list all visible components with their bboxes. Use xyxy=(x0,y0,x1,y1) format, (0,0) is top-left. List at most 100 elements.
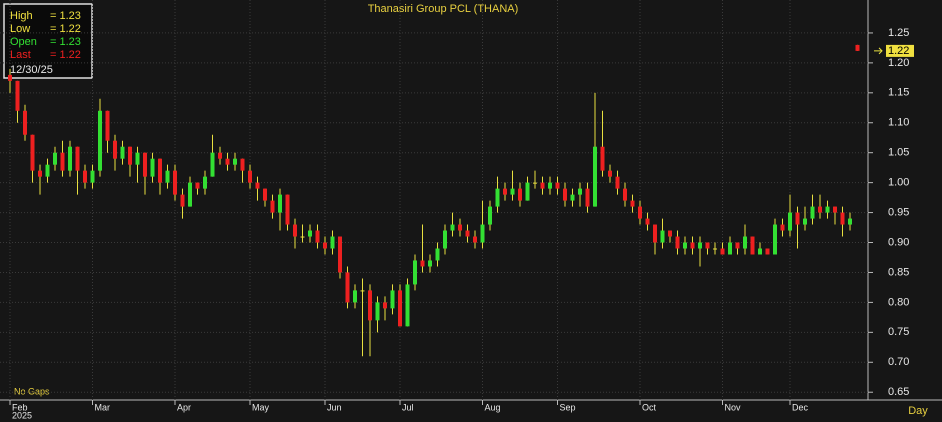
y-tick-label: 1.05 xyxy=(888,147,909,159)
y-tick-label: 0.80 xyxy=(888,296,909,308)
candle-body xyxy=(638,206,642,219)
last-price-arrow xyxy=(874,47,883,55)
candle-body xyxy=(150,158,155,177)
candle-body xyxy=(188,182,192,207)
candle-body xyxy=(225,158,230,165)
info-name: Open xyxy=(10,36,37,48)
y-tick-label: 1.00 xyxy=(888,177,909,189)
candle-body xyxy=(450,224,455,231)
candle-body xyxy=(323,242,327,249)
x-tick-label: Mar xyxy=(95,402,111,412)
candle-body xyxy=(465,230,470,237)
info-value: = 1.22 xyxy=(50,49,81,61)
candle-body xyxy=(788,212,792,231)
candle-body xyxy=(758,248,762,255)
candle-body xyxy=(300,236,305,238)
info-value: = 1.23 xyxy=(50,10,81,22)
y-tick-label: 0.90 xyxy=(888,236,909,248)
candle-body xyxy=(713,248,717,250)
note: No Gaps xyxy=(14,386,50,396)
candle-body xyxy=(690,242,695,249)
candle-body xyxy=(563,188,567,201)
candle-body xyxy=(233,158,237,165)
candle-body xyxy=(803,218,807,225)
candle-body xyxy=(353,290,357,303)
candle-body xyxy=(675,236,680,249)
candle-body xyxy=(480,224,485,243)
y-tick-label: 0.70 xyxy=(888,356,909,368)
candle-body xyxy=(143,152,147,177)
candle-body xyxy=(458,224,462,231)
chart-title: Thanasiri Group PCL (THANA) xyxy=(368,3,519,15)
candle-body xyxy=(240,158,245,171)
candle-body xyxy=(390,290,395,309)
candle-body xyxy=(765,248,770,255)
candle-body xyxy=(825,206,830,213)
candle-body xyxy=(705,242,710,249)
candle-body xyxy=(158,158,162,183)
candle-body xyxy=(315,230,320,243)
candle-body xyxy=(173,170,177,195)
candle-body xyxy=(600,146,605,171)
candle-body xyxy=(698,242,702,249)
candle-body xyxy=(285,194,290,225)
candle-body xyxy=(210,152,215,177)
candle-body xyxy=(413,260,417,285)
candle-body xyxy=(203,176,207,189)
candle-body xyxy=(330,236,335,249)
x-tick-label: Jun xyxy=(327,402,342,412)
candle-body xyxy=(90,170,95,183)
candle-body xyxy=(593,146,597,207)
candle-body xyxy=(735,242,740,249)
y-tick-label: 0.85 xyxy=(888,266,909,278)
info-value: = 1.22 xyxy=(50,23,81,35)
x-tick-label: Dec xyxy=(792,402,809,412)
candle-body xyxy=(570,194,575,201)
x-tick-label: May xyxy=(252,402,270,412)
y-tick-label: 0.75 xyxy=(888,326,909,338)
candle-body xyxy=(248,170,252,183)
candle-body xyxy=(495,188,500,207)
candle-body xyxy=(435,248,440,261)
candle-body xyxy=(548,182,552,189)
candle-body xyxy=(728,242,732,255)
info-name: Last xyxy=(10,49,31,61)
y-tick-label: 1.10 xyxy=(888,117,909,129)
candle-body xyxy=(525,182,530,201)
y-tick-label: 0.65 xyxy=(888,386,909,398)
candle-body xyxy=(653,224,657,243)
candle-body xyxy=(368,290,372,321)
candle-body xyxy=(443,230,447,249)
candle-body xyxy=(360,290,365,292)
candle-body xyxy=(660,230,665,243)
candle-body xyxy=(630,200,635,207)
candle-body xyxy=(848,218,852,225)
x-tick-label: Oct xyxy=(642,402,657,412)
candle-body xyxy=(128,146,132,165)
candle-body xyxy=(398,290,402,327)
candle-body xyxy=(833,206,837,213)
x-axis-label: Day xyxy=(908,405,928,417)
candle-body xyxy=(428,260,432,267)
candle-body xyxy=(338,236,342,273)
candle-body xyxy=(585,188,590,207)
candle-body xyxy=(68,146,72,171)
candle-body xyxy=(608,170,612,177)
candle-body xyxy=(53,152,57,165)
candle-body xyxy=(683,242,687,249)
candle-body xyxy=(135,152,140,165)
candle-body xyxy=(780,224,785,231)
y-tick-label: 1.15 xyxy=(888,87,909,99)
candle-body xyxy=(38,170,42,177)
x-tick-label: Sep xyxy=(560,402,576,412)
info-date: 12/30/25 xyxy=(10,64,53,76)
x-tick-label: Apr xyxy=(177,402,191,412)
info-name: Low xyxy=(10,23,30,35)
candle-body xyxy=(743,236,747,249)
candle-body xyxy=(180,194,185,207)
candle-body xyxy=(405,284,410,327)
x-tick-label: Aug xyxy=(485,402,501,412)
candle-body xyxy=(615,176,620,189)
candle-body xyxy=(855,44,860,51)
candle-body xyxy=(293,224,297,237)
